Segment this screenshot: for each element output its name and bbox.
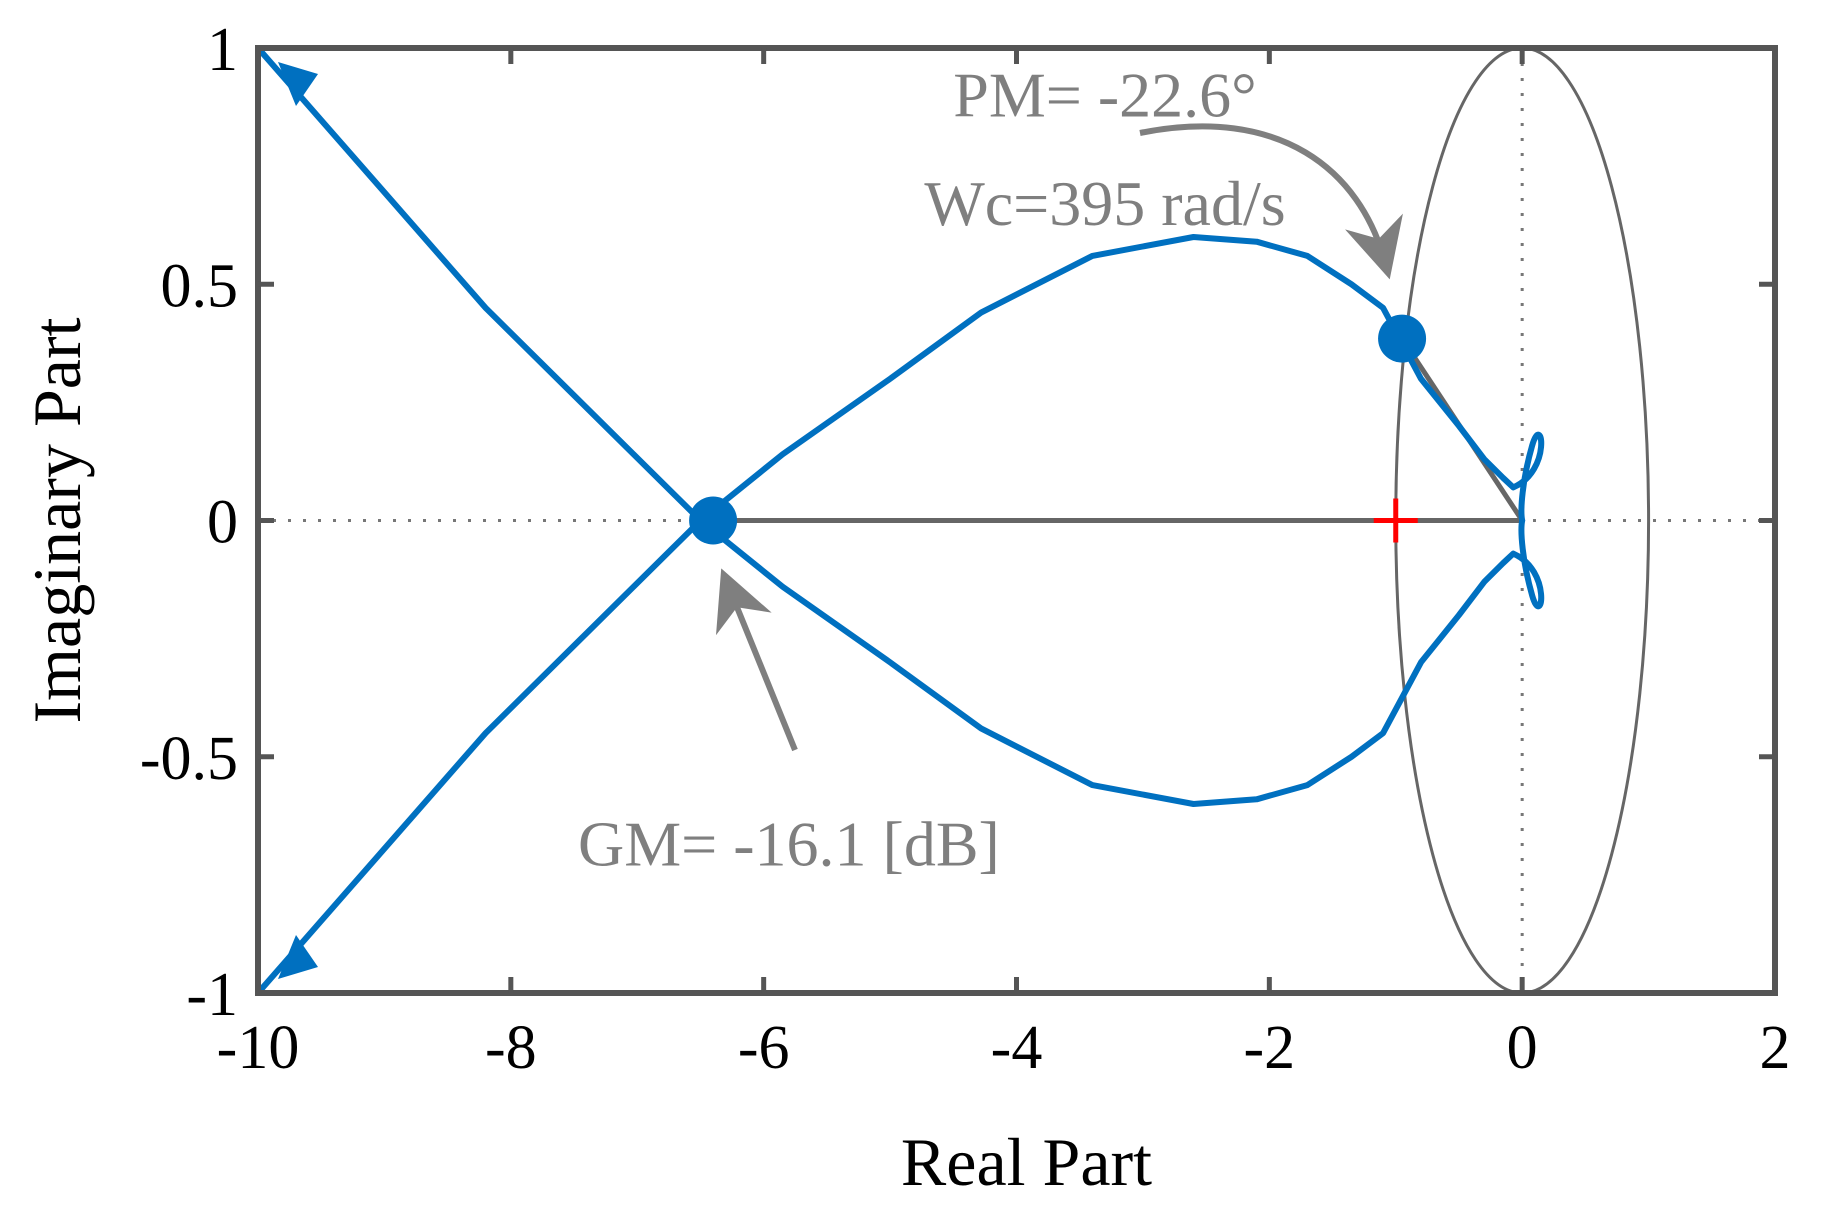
y-tick-label: 0.5 bbox=[161, 252, 239, 320]
x-tick-label: -4 bbox=[991, 1014, 1043, 1082]
x-tick-label: 0 bbox=[1507, 1014, 1538, 1082]
y-axis-label: Imaginary Part bbox=[19, 317, 95, 723]
annotation-arrows bbox=[716, 123, 1403, 752]
data-markers bbox=[689, 314, 1427, 545]
nyquist-series-positive bbox=[255, 45, 1545, 524]
direction-arrow-negative bbox=[278, 935, 318, 979]
y-tick-labels: -1 -0.5 0 0.5 1 bbox=[140, 16, 238, 1029]
direction-arrow-positive bbox=[278, 62, 318, 106]
y-tick-label: 1 bbox=[207, 16, 238, 84]
crossover-frequency-label: Wc=395 rad/s bbox=[924, 168, 1285, 239]
gain-margin-arrow bbox=[716, 568, 798, 752]
y-tick-label: 0 bbox=[207, 489, 238, 557]
gain-margin-label: GM= -16.1 [dB] bbox=[578, 808, 1000, 879]
x-tick-label: -10 bbox=[217, 1014, 300, 1082]
gain-margin-marker bbox=[689, 496, 738, 545]
x-tick-label: 2 bbox=[1760, 1014, 1791, 1082]
x-tick-label: -6 bbox=[738, 1014, 790, 1082]
x-axis-label: Real Part bbox=[901, 1124, 1152, 1200]
axis-ticks bbox=[255, 45, 1778, 996]
nyquist-series-negative bbox=[255, 517, 1545, 996]
x-tick-label: -2 bbox=[1244, 1014, 1296, 1082]
x-tick-label: -8 bbox=[485, 1014, 537, 1082]
phase-margin-label: PM= -22.6° bbox=[953, 60, 1257, 131]
nyquist-curves bbox=[255, 45, 1545, 996]
phase-margin-marker bbox=[1378, 314, 1427, 363]
y-tick-label: -0.5 bbox=[140, 725, 238, 793]
phase-margin-arrow bbox=[1139, 123, 1403, 280]
x-tick-labels: -10 -8 -6 -4 -2 0 2 bbox=[217, 1014, 1791, 1082]
y-tick-label: -1 bbox=[186, 961, 238, 1029]
